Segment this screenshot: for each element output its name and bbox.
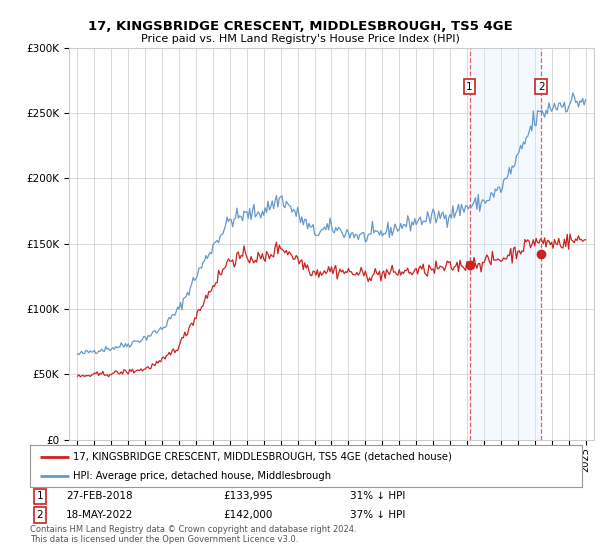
Text: HPI: Average price, detached house, Middlesbrough: HPI: Average price, detached house, Midd… bbox=[73, 471, 331, 481]
Text: Contains HM Land Registry data © Crown copyright and database right 2024.
This d: Contains HM Land Registry data © Crown c… bbox=[30, 525, 356, 544]
Text: 31% ↓ HPI: 31% ↓ HPI bbox=[350, 491, 406, 501]
Text: 1: 1 bbox=[37, 491, 43, 501]
Text: £133,995: £133,995 bbox=[223, 491, 273, 501]
Text: £142,000: £142,000 bbox=[223, 510, 272, 520]
Text: 17, KINGSBRIDGE CRESCENT, MIDDLESBROUGH, TS5 4GE: 17, KINGSBRIDGE CRESCENT, MIDDLESBROUGH,… bbox=[88, 20, 512, 32]
Text: 2: 2 bbox=[538, 82, 544, 92]
Text: 37% ↓ HPI: 37% ↓ HPI bbox=[350, 510, 406, 520]
Bar bbox=[470, 48, 541, 440]
Text: 2: 2 bbox=[37, 510, 43, 520]
Text: 1: 1 bbox=[466, 82, 473, 92]
Text: Price paid vs. HM Land Registry's House Price Index (HPI): Price paid vs. HM Land Registry's House … bbox=[140, 34, 460, 44]
Text: 18-MAY-2022: 18-MAY-2022 bbox=[66, 510, 133, 520]
Text: 27-FEB-2018: 27-FEB-2018 bbox=[66, 491, 133, 501]
Text: 17, KINGSBRIDGE CRESCENT, MIDDLESBROUGH, TS5 4GE (detached house): 17, KINGSBRIDGE CRESCENT, MIDDLESBROUGH,… bbox=[73, 451, 452, 461]
